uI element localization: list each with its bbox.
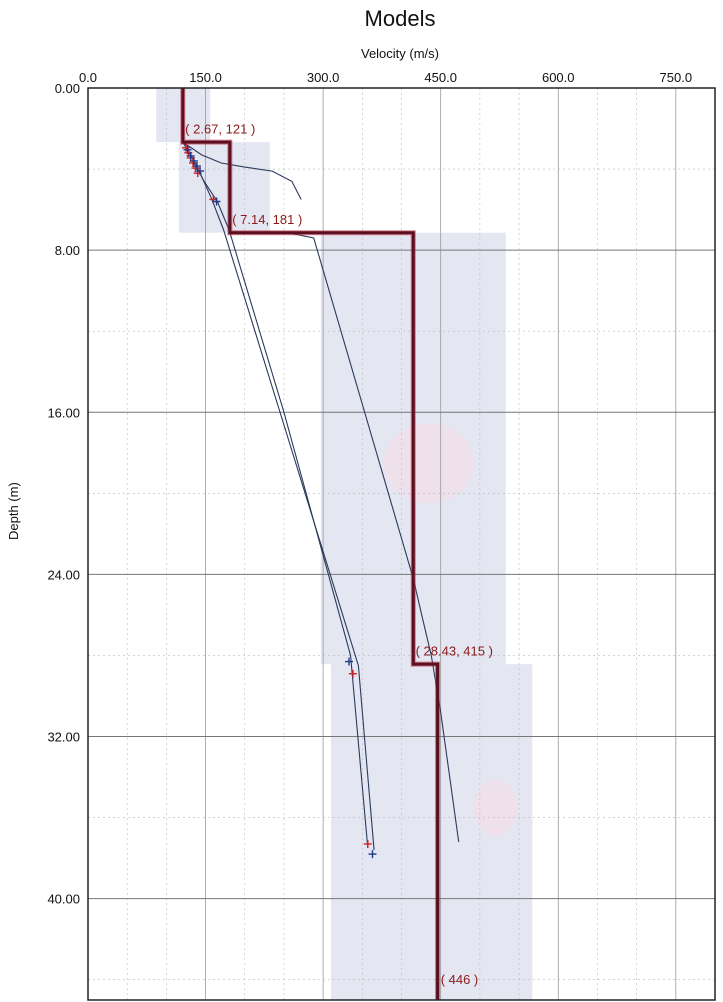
x-axis-label: Velocity (m/s) — [360, 46, 439, 61]
marker-red — [348, 669, 357, 678]
model-profile — [180, 88, 441, 1000]
x-tick-label: 600.0 — [542, 70, 575, 85]
x-tick-label: 0.0 — [79, 70, 97, 85]
marker-blue — [196, 167, 205, 176]
layer-annotation: ( 446 ) — [441, 972, 479, 987]
uncertainty-bands — [156, 88, 533, 1000]
y-tick-label: 24.00 — [47, 567, 80, 582]
chart-title: Models — [364, 6, 436, 31]
layer-annotation: ( 28.43, 415 ) — [416, 643, 493, 658]
y-tick-label: 32.00 — [47, 730, 80, 745]
marker-blue — [189, 156, 198, 165]
grid — [88, 88, 715, 1000]
x-tick-label: 150.0 — [189, 70, 222, 85]
x-tick-label: 300.0 — [307, 70, 340, 85]
y-tick-label: 0.00 — [55, 81, 80, 96]
x-tick-label: 450.0 — [424, 70, 457, 85]
tick-labels: 0.0 150.0 300.0 450.0 600.0 750.0 0.00 8.00 16.0… — [47, 70, 692, 907]
marker-blue — [344, 657, 353, 666]
y-tick-label: 16.00 — [47, 405, 80, 420]
marker-blue — [183, 145, 192, 154]
plot-frame — [87, 87, 716, 1001]
model-profile-line — [181, 88, 440, 1000]
marker-red — [363, 839, 372, 848]
annotations: ( 2.67, 121 ) ( 7.14, 181 ) ( 28.43, 415 )… — [185, 122, 493, 987]
layer-annotation: ( 7.14, 181 ) — [232, 212, 302, 227]
marker-blue — [192, 162, 201, 171]
marker-blue — [186, 151, 195, 160]
band-highlight-1 — [473, 779, 518, 836]
x-tick-label: 750.0 — [660, 70, 693, 85]
y-tick-label: 8.00 — [55, 243, 80, 258]
layer-annotation: ( 2.67, 121 ) — [185, 122, 255, 137]
markers — [181, 143, 377, 859]
marker-blue — [212, 197, 221, 206]
band-highlight-0 — [383, 422, 474, 503]
dispersion-curve-1 — [182, 141, 302, 200]
y-tick-label: 40.00 — [47, 892, 80, 907]
marker-blue — [368, 850, 377, 859]
